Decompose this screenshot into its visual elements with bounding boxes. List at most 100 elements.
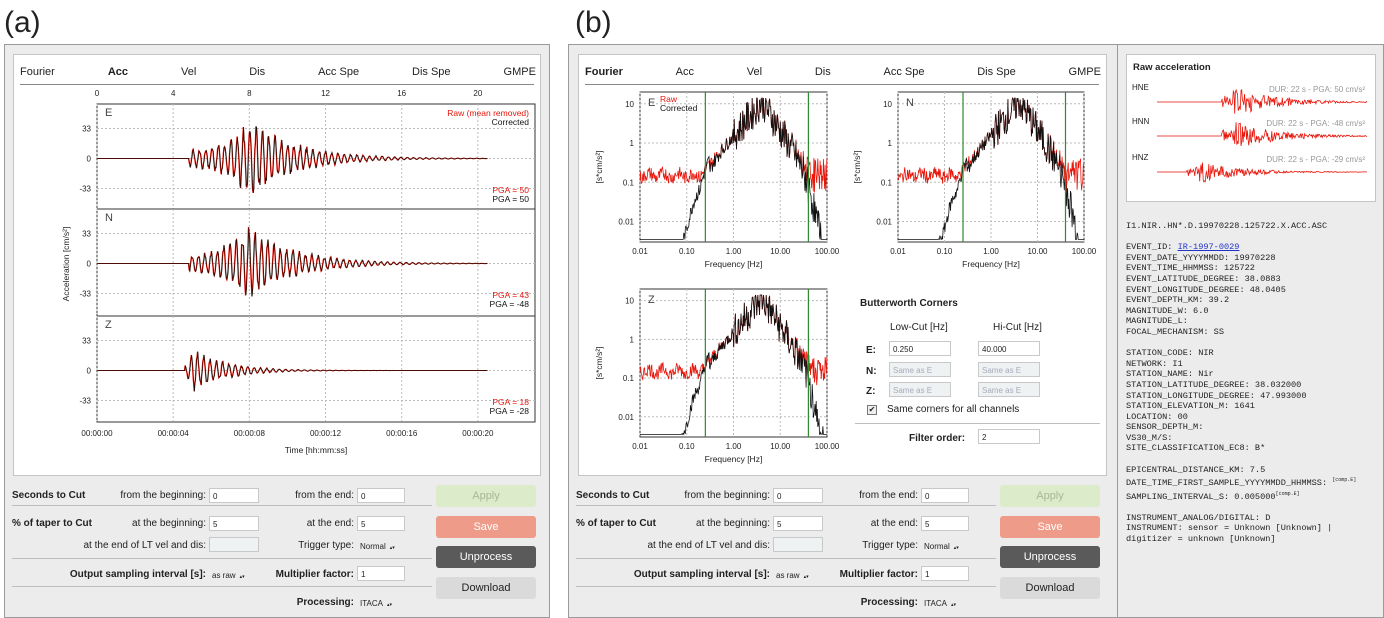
- at-beginning-label: at the beginning:: [132, 518, 206, 529]
- x-tick: 1.00: [726, 247, 742, 256]
- download-button[interactable]: Download: [436, 577, 536, 599]
- tab-fourier[interactable]: Fourier: [20, 66, 55, 78]
- x-tick: 0.01: [632, 247, 648, 256]
- from-beginning-input[interactable]: 0: [209, 488, 259, 503]
- y-tick: 10: [883, 100, 892, 109]
- pga-corrected: PGA = 50: [492, 194, 529, 204]
- tab-vel[interactable]: Vel: [746, 66, 763, 78]
- x-tick-bottom: 00:00:00: [81, 429, 113, 438]
- tab-gmpe[interactable]: GMPE: [503, 66, 536, 78]
- butterworth-form: Butterworth Corners Low-Cut [Hz] Hi-Cut …: [855, 298, 1100, 458]
- tab-fourier[interactable]: Fourier: [585, 66, 623, 78]
- event-id-link[interactable]: IR-1997-0029: [1177, 242, 1240, 253]
- multiplier-input[interactable]: 1: [357, 566, 405, 581]
- low-cut-z-input[interactable]: Same as E: [889, 382, 951, 397]
- filter-order-label: Filter order:: [909, 433, 966, 444]
- output-sampling-select[interactable]: as raw: [212, 569, 245, 582]
- apply-button[interactable]: Apply: [1000, 485, 1100, 507]
- trace-line: [1157, 122, 1368, 146]
- station-field: STATION_LATITUDE_DEGREE: 38.032000: [1126, 379, 1302, 390]
- save-button[interactable]: Save: [1000, 516, 1100, 538]
- trace-name: HNZ: [1132, 153, 1149, 162]
- low-cut-e-input[interactable]: 0.250: [889, 341, 951, 356]
- tab-gmpe[interactable]: GMPE: [1068, 66, 1101, 78]
- tab-divider-b: [585, 84, 1099, 85]
- butterworth-title: Butterworth Corners: [860, 298, 958, 309]
- lt-input[interactable]: [209, 537, 259, 552]
- download-button[interactable]: Download: [1000, 577, 1100, 599]
- instrument-field: INSTRUMENT: sensor = Unknown [Unknown] |: [1126, 523, 1333, 534]
- from-beginning-input[interactable]: 0: [773, 488, 823, 503]
- taper-label: % of taper to Cut: [576, 518, 656, 529]
- x-axis-label: Frequency [Hz]: [962, 259, 1020, 269]
- output-sampling-label: Output sampling interval [s]:: [633, 569, 770, 580]
- spectrum-panel-n: 0.01 0.10 1.00 10.00 100.00 10 1 0.1 0.01 Frequen…: [852, 91, 1097, 269]
- unprocess-button[interactable]: Unprocess: [1000, 546, 1100, 568]
- tab-acc-spe[interactable]: Acc Spe: [318, 66, 360, 78]
- station-field: STATION_LONGITUDE_DEGREE: 47.993000: [1126, 390, 1307, 401]
- from-beginning-label: from the beginning:: [684, 490, 770, 501]
- tab-bar-b: Fourier Acc Vel Dis Acc Spe Dis Spe GMPE: [585, 66, 1101, 78]
- same-corners-checkbox[interactable]: ✔: [867, 405, 877, 415]
- trace-line: [1157, 162, 1368, 183]
- taper-label: % of taper to Cut: [12, 518, 92, 529]
- tab-acc[interactable]: Acc: [675, 66, 695, 78]
- hi-cut-n-input[interactable]: Same as E: [978, 362, 1040, 377]
- apply-button[interactable]: Apply: [436, 485, 536, 507]
- trace-name: HNN: [1132, 117, 1150, 126]
- at-beginning-input[interactable]: 5: [773, 516, 823, 531]
- x-tick-top: 20: [473, 89, 482, 98]
- trigger-select[interactable]: Normal: [924, 540, 959, 553]
- lt-input[interactable]: [773, 537, 823, 552]
- lt-label: at the end of LT vel and dis:: [83, 540, 207, 551]
- sampling-interval: SAMPLING_INTERVAL_S: 0.005000[comp.E]: [1126, 490, 1300, 502]
- trigger-select[interactable]: Normal: [360, 540, 395, 553]
- unprocess-button[interactable]: Unprocess: [436, 546, 536, 568]
- tab-dis-spe[interactable]: Dis Spe: [977, 66, 1016, 78]
- hi-cut-e-input[interactable]: 40.000: [978, 341, 1040, 356]
- fourier-spectra-chart: 0.01 0.10 1.00 10.00 100.00 10 1 0.1 0.01 Frequen…: [594, 91, 1097, 464]
- at-beginning-input[interactable]: 5: [209, 516, 259, 531]
- tab-divider-a: [20, 84, 534, 85]
- filter-order-input[interactable]: 2: [978, 429, 1040, 444]
- event-field: MAGNITUDE_W: 6.0: [1126, 305, 1209, 316]
- hi-cut-z-input[interactable]: Same as E: [978, 382, 1040, 397]
- tab-acc-spe[interactable]: Acc Spe: [883, 66, 925, 78]
- at-end-input[interactable]: 5: [357, 516, 405, 531]
- at-end-input[interactable]: 5: [921, 516, 969, 531]
- side-divider: [1117, 44, 1118, 618]
- multiplier-label: Multiplier factor:: [275, 569, 354, 580]
- multiplier-input[interactable]: 1: [921, 566, 969, 581]
- output-sampling-select[interactable]: as raw: [776, 569, 809, 582]
- x-tick-top: 0: [95, 89, 100, 98]
- low-cut-n-input[interactable]: Same as E: [889, 362, 951, 377]
- from-end-input[interactable]: 0: [921, 488, 969, 503]
- tab-dis-spe[interactable]: Dis Spe: [412, 66, 451, 78]
- row-e-label: E:: [866, 345, 876, 356]
- processing-select[interactable]: ITACA: [924, 597, 956, 610]
- save-button[interactable]: Save: [436, 516, 536, 538]
- x-tick-bottom: 00:00:16: [386, 429, 418, 438]
- date-first-sample: DATE_TIME_FIRST_SAMPLE_YYYYMMDD_HHMMSS: …: [1126, 477, 1357, 489]
- y-tick: 10: [625, 100, 634, 109]
- corrected-trace: [97, 227, 488, 297]
- processing-select[interactable]: ITACA: [360, 597, 392, 610]
- tab-vel[interactable]: Vel: [180, 66, 197, 78]
- comp-tag: [comp.E]: [1275, 490, 1300, 497]
- tab-dis[interactable]: Dis: [249, 66, 266, 78]
- x-tick-bottom: 00:00:08: [234, 429, 266, 438]
- raw-box-title: Raw acceleration: [1133, 62, 1211, 73]
- controls-b: Seconds to Cut from the beginning: 0 from t…: [564, 480, 1114, 618]
- comp-tag: [comp.E]: [1332, 477, 1357, 484]
- from-end-input[interactable]: 0: [357, 488, 405, 503]
- x-tick-top: 8: [247, 89, 252, 98]
- channel-name: E: [105, 107, 112, 119]
- station-field: LOCATION: 00: [1126, 411, 1188, 422]
- tab-dis[interactable]: Dis: [814, 66, 831, 78]
- at-end-label: at the end:: [870, 518, 918, 529]
- x-tick-top: 4: [171, 89, 176, 98]
- lt-label: at the end of LT vel and dis:: [647, 540, 771, 551]
- tab-acc[interactable]: Acc: [107, 66, 128, 78]
- from-end-label: from the end:: [859, 490, 918, 501]
